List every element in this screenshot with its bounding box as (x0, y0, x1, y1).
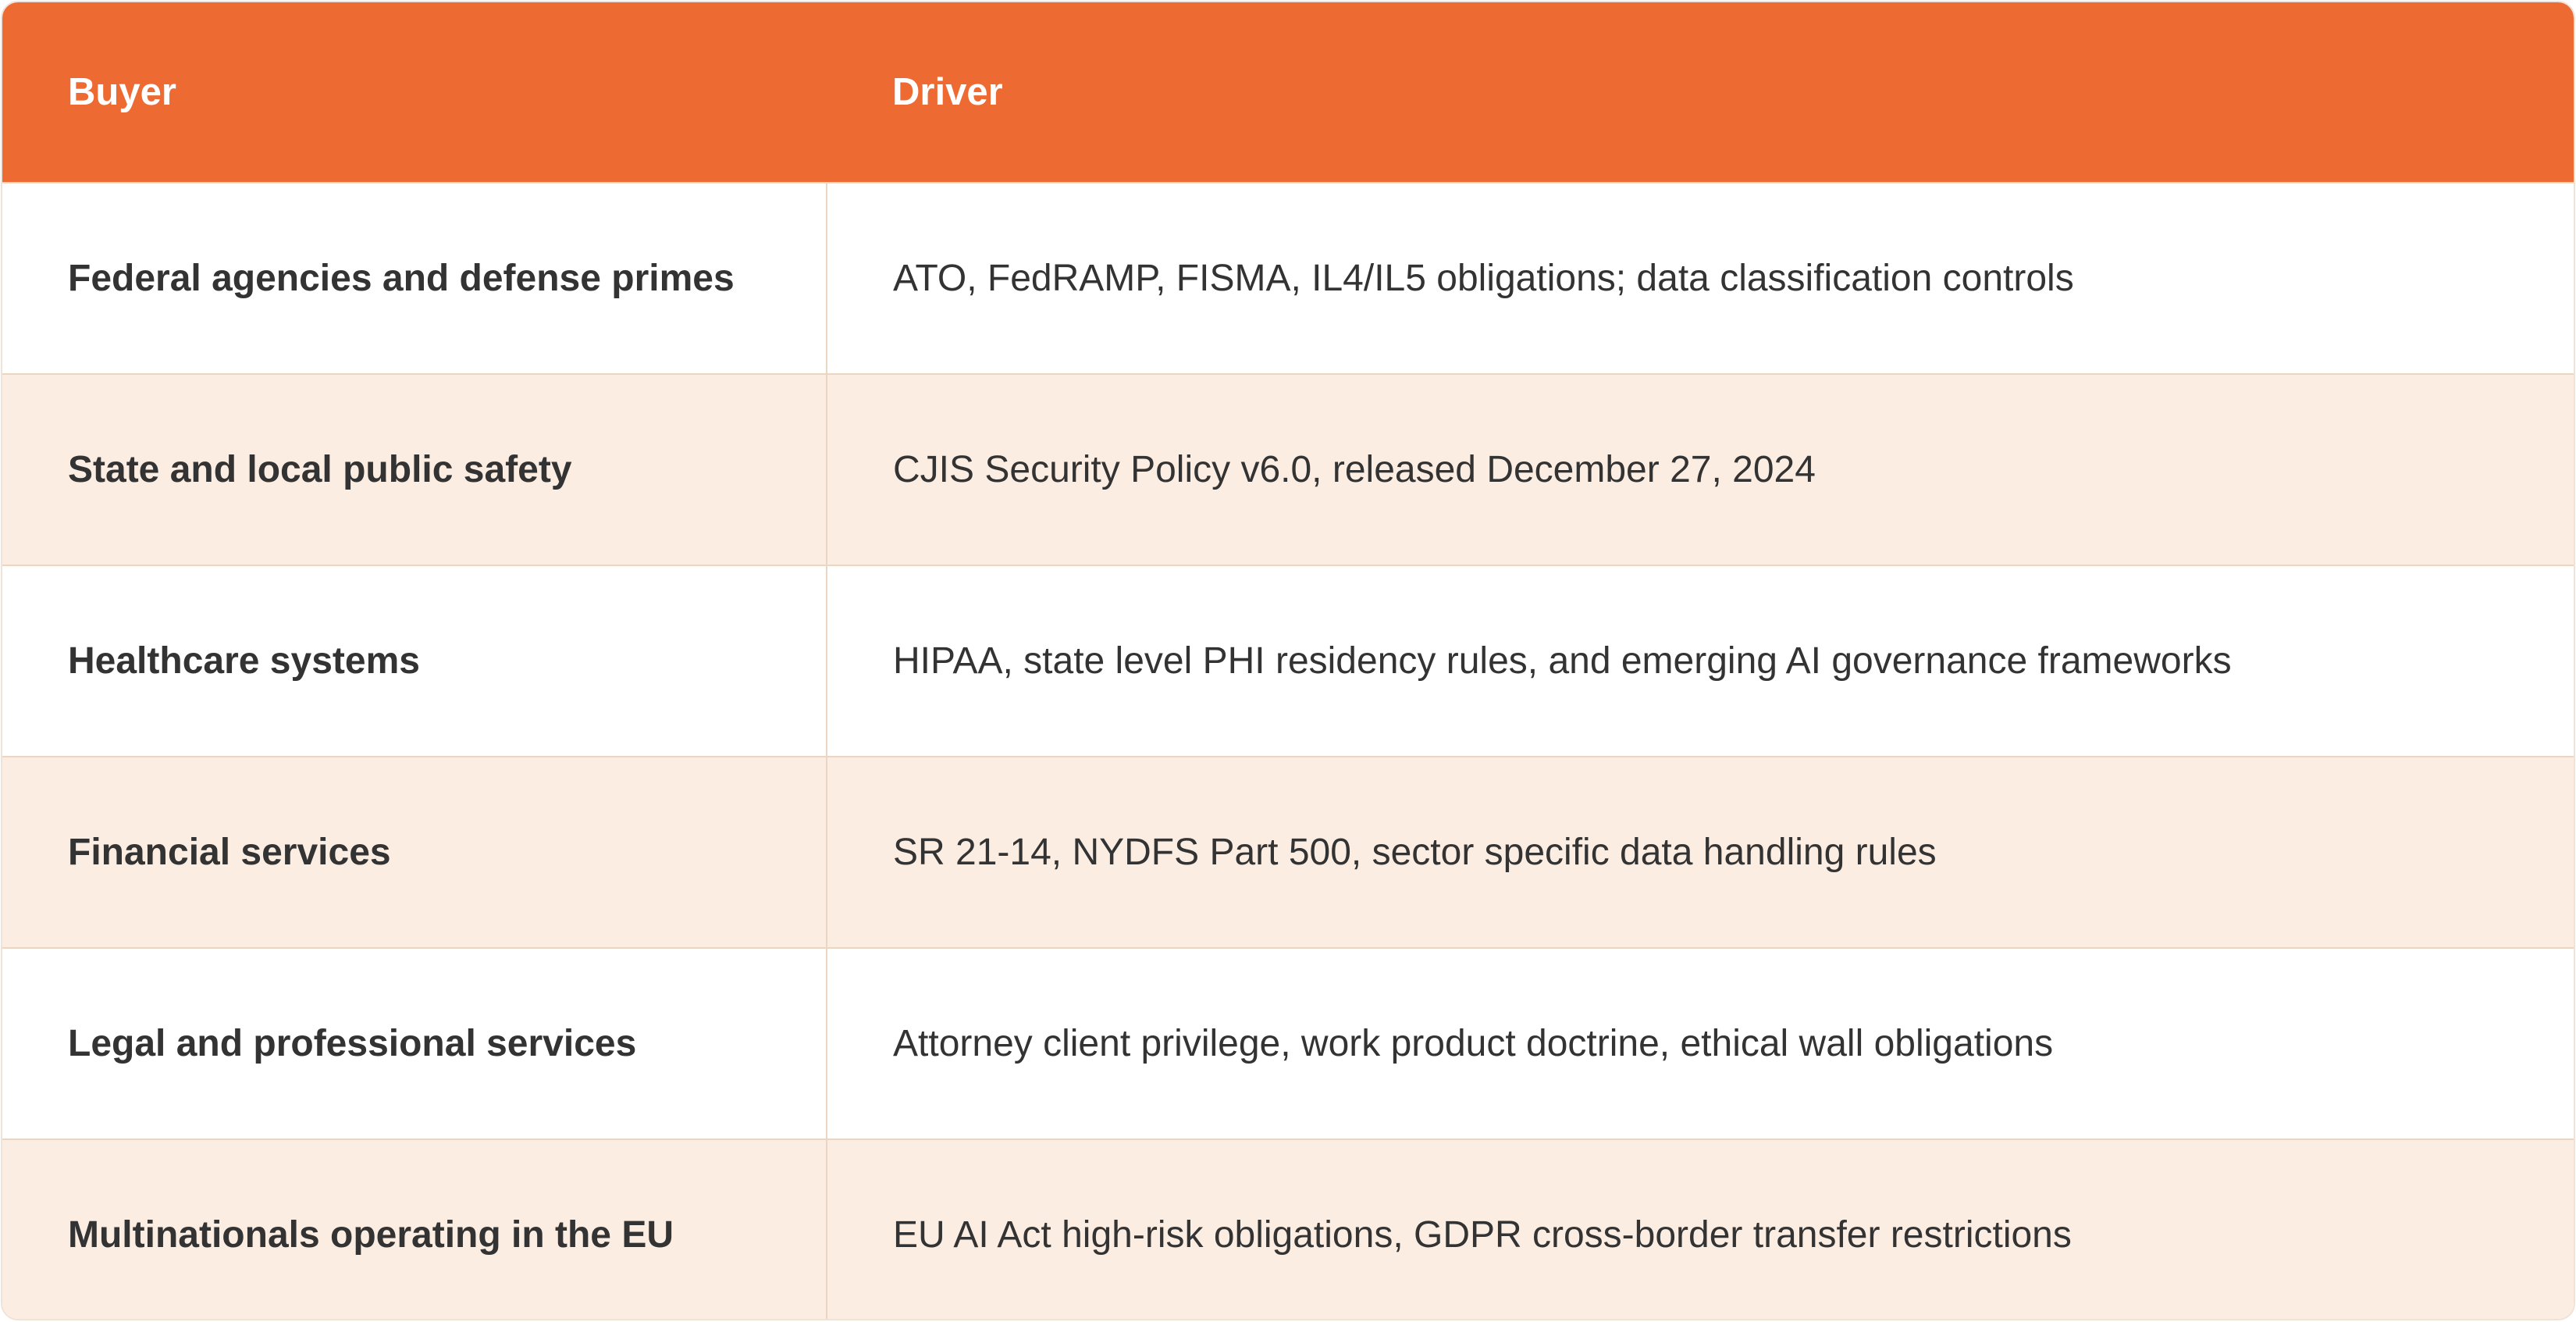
driver-cell: ATO, FedRAMP, FISMA, IL4/IL5 obligations… (827, 182, 2574, 374)
buyer-cell: Multinationals operating in the EU (2, 1138, 827, 1319)
buyer-cell: Legal and professional services (2, 947, 827, 1139)
buyer-cell: Financial services (2, 756, 827, 948)
driver-cell: EU AI Act high-risk obligations, GDPR cr… (827, 1138, 2574, 1319)
table-row: Legal and professional services Attorney … (2, 947, 2574, 1139)
driver-cell: HIPAA, state level PHI residency rules, … (827, 565, 2574, 757)
table-row: Healthcare systems HIPAA, state level PHI… (2, 565, 2574, 757)
table-row: Multinationals operating in the EU EU AI … (2, 1138, 2574, 1319)
table-body: Federal agencies and defense primes ATO, … (2, 182, 2574, 1319)
header-cell: Driver (827, 2, 2574, 183)
table-row: Federal agencies and defense primes ATO, … (2, 182, 2574, 374)
buyer-cell: Healthcare systems (2, 565, 827, 757)
header-cell: Buyer (2, 2, 827, 183)
buyer-cell: State and local public safety (2, 373, 827, 565)
table-row: Financial services SR 21-14, NYDFS Part 5… (2, 756, 2574, 948)
buyer-cell: Federal agencies and defense primes (2, 182, 827, 374)
driver-cell: SR 21-14, NYDFS Part 500, sector specifi… (827, 756, 2574, 948)
header-row: Buyer Driver (2, 2, 2574, 183)
table-row: State and local public safety CJIS Securi… (2, 373, 2574, 565)
driver-cell: CJIS Security Policy v6.0, released Dece… (827, 373, 2574, 565)
driver-cell: Attorney client privilege, work product … (827, 947, 2574, 1139)
